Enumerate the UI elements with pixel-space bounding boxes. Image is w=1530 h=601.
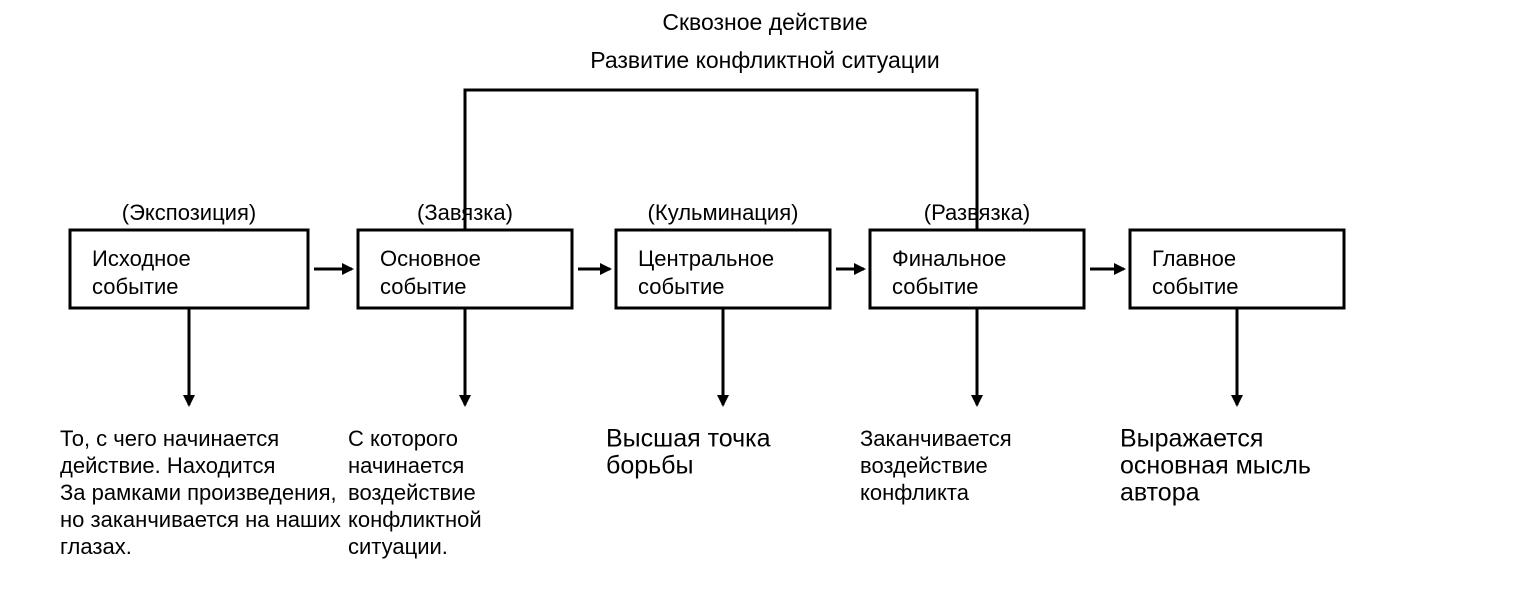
node-description-line: воздействие [860, 453, 988, 478]
node-caption: (Кульминация) [648, 200, 799, 225]
top-title: Сквозное действие [662, 9, 867, 35]
node-label-line1: Исходное [92, 246, 191, 271]
node-description-line: За рамками произведения, [60, 480, 337, 505]
top-subtitle: Развитие конфликтной ситуации [590, 47, 939, 73]
node-label-line2: событие [380, 274, 467, 299]
node-description-line: То, с чего начинается [60, 426, 279, 451]
node-description-line: ситуации. [348, 534, 448, 559]
node-label-line1: Основное [380, 246, 481, 271]
node-description-line: основная мысль [1120, 452, 1311, 480]
node-label-line2: событие [892, 274, 979, 299]
node-label-line2: событие [92, 274, 179, 299]
node-description-line: автора [1120, 479, 1200, 507]
node-description-line: Высшая точка [606, 425, 771, 453]
node-label-line1: Центральное [638, 246, 774, 271]
node-description-line: Выражается [1120, 425, 1263, 453]
node-description-line: борьбы [606, 452, 693, 480]
node-description-line: но заканчивается на наших [60, 507, 341, 532]
node-description-line: глазах. [60, 534, 132, 559]
node-description-line: воздействие [348, 480, 476, 505]
event-flow-diagram: Сквозное действие Развитие конфликтной си… [0, 0, 1530, 601]
node-description-line: С которого [348, 426, 458, 451]
node-caption: (Экспозиция) [122, 200, 256, 225]
node-description-line: конфликтной [348, 507, 482, 532]
node-description-line: действие. Находится [60, 453, 275, 478]
node-label-line2: событие [638, 274, 725, 299]
node-description-line: Заканчивается [860, 426, 1012, 451]
node-label-line1: Финальное [892, 246, 1006, 271]
node-label-line2: событие [1152, 274, 1239, 299]
node-caption: (Развязка) [924, 200, 1030, 225]
node-label-line1: Главное [1152, 246, 1236, 271]
node-description-line: конфликта [860, 480, 970, 505]
node-caption: (Завязка) [417, 200, 513, 225]
node-description-line: начинается [348, 453, 464, 478]
